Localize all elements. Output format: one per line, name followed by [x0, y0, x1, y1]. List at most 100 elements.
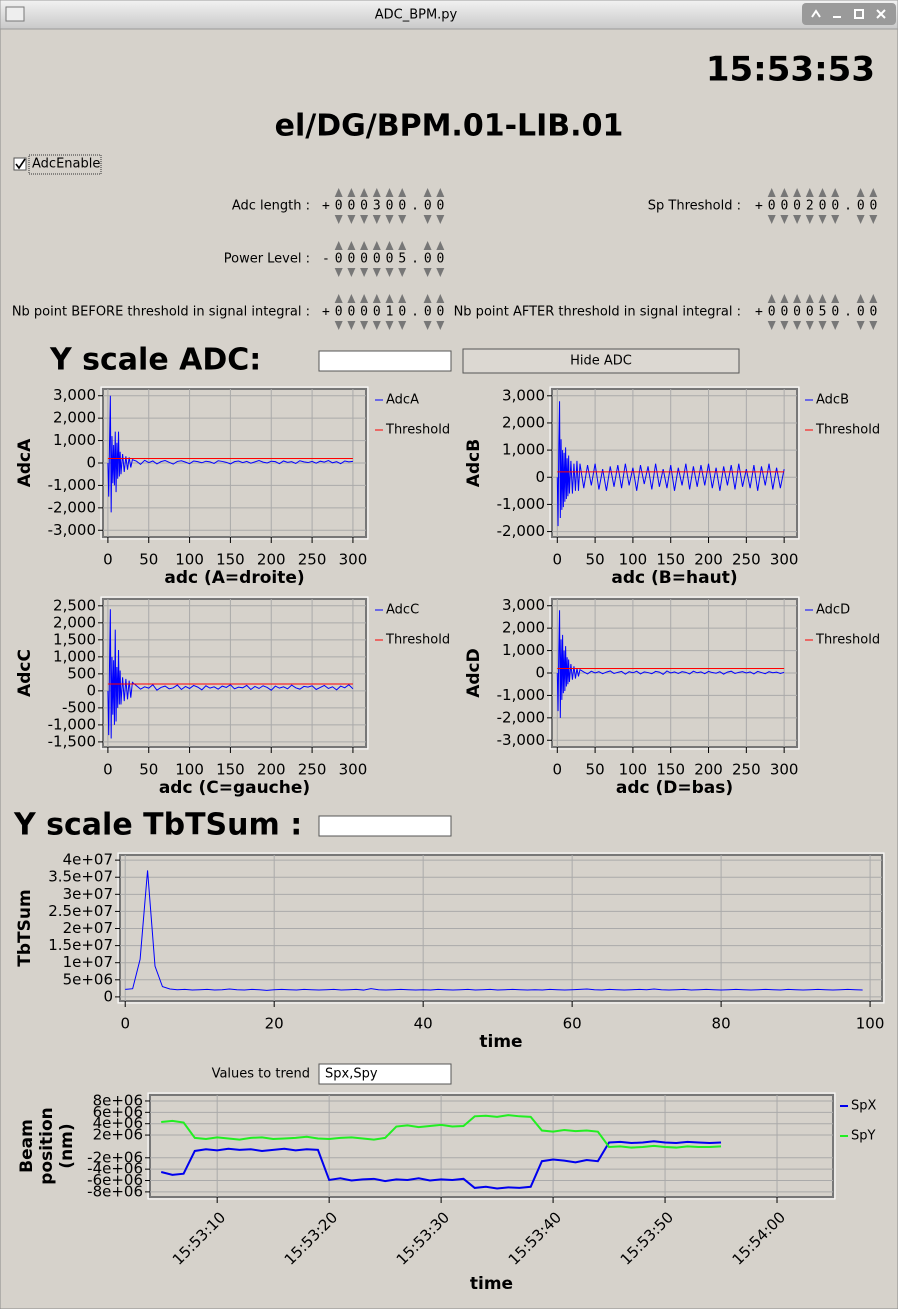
param-value[interactable]: -000005.00	[322, 252, 449, 267]
spin-up[interactable]	[360, 241, 369, 250]
spin-up[interactable]	[347, 241, 356, 250]
spin-down[interactable]	[818, 215, 827, 224]
spin-up[interactable]	[423, 241, 432, 250]
spin-up[interactable]	[398, 188, 407, 197]
spin-down[interactable]	[767, 321, 776, 330]
spin-down[interactable]	[372, 321, 381, 330]
spin-down[interactable]	[398, 215, 407, 224]
spin-down[interactable]	[767, 215, 776, 224]
checkbox-label[interactable]: AdcEnable	[32, 157, 100, 172]
spin-down[interactable]	[818, 321, 827, 330]
spin-up[interactable]	[780, 188, 789, 197]
spin-down[interactable]	[831, 215, 840, 224]
spin-up[interactable]	[385, 241, 394, 250]
spin-up[interactable]	[856, 188, 865, 197]
spin-down[interactable]	[869, 215, 878, 224]
spin-up[interactable]	[423, 188, 432, 197]
spin-down[interactable]	[793, 215, 802, 224]
spin-up[interactable]	[372, 241, 381, 250]
spin-down[interactable]	[372, 268, 381, 277]
spin-down[interactable]	[398, 321, 407, 330]
spin-down[interactable]	[423, 268, 432, 277]
spin-down[interactable]	[856, 321, 865, 330]
param-value[interactable]: +000010.00	[322, 305, 449, 320]
spin-down[interactable]	[436, 268, 445, 277]
spin-down[interactable]	[436, 321, 445, 330]
spin-down[interactable]	[347, 321, 356, 330]
spin-down[interactable]	[780, 215, 789, 224]
spin-up[interactable]	[334, 294, 343, 303]
trend-input-value[interactable]: Spx,Spy	[325, 1067, 378, 1082]
spin-up[interactable]	[436, 188, 445, 197]
spin-up[interactable]	[767, 188, 776, 197]
spin-up[interactable]	[856, 294, 865, 303]
spin-down[interactable]	[805, 215, 814, 224]
spin-up[interactable]	[398, 241, 407, 250]
spin-up[interactable]	[436, 294, 445, 303]
spin-up[interactable]	[347, 294, 356, 303]
spin-up[interactable]	[372, 294, 381, 303]
spin-up[interactable]	[805, 188, 814, 197]
spin-down[interactable]	[436, 215, 445, 224]
spin-down[interactable]	[372, 215, 381, 224]
spin-up[interactable]	[360, 188, 369, 197]
spin-down[interactable]	[831, 321, 840, 330]
spin-down[interactable]	[347, 268, 356, 277]
hide-adc-label[interactable]: Hide ADC	[570, 354, 632, 369]
spin-down[interactable]	[423, 215, 432, 224]
spin-up[interactable]	[869, 294, 878, 303]
spin-up[interactable]	[869, 188, 878, 197]
spin-up[interactable]	[780, 294, 789, 303]
spin-up[interactable]	[372, 188, 381, 197]
spin-up[interactable]	[818, 294, 827, 303]
maximize-button[interactable]	[854, 9, 864, 19]
spin-up[interactable]	[385, 188, 394, 197]
spin-up[interactable]	[385, 294, 394, 303]
trend-input[interactable]	[318, 1063, 452, 1085]
spin-down[interactable]	[869, 321, 878, 330]
spin-down[interactable]	[385, 268, 394, 277]
x-tick-label: 250	[732, 761, 761, 779]
spin-down[interactable]	[385, 215, 394, 224]
y-tick-label: 2,000	[502, 413, 545, 431]
spin-down[interactable]	[385, 321, 394, 330]
tbtsum-scale-input[interactable]	[318, 815, 452, 837]
param-value[interactable]: +000050.00	[755, 305, 882, 320]
spin-down[interactable]	[360, 321, 369, 330]
y-tick-label: 0	[86, 681, 96, 699]
shade-button[interactable]	[811, 9, 821, 18]
spin-down[interactable]	[360, 215, 369, 224]
hide-adc-button[interactable]	[462, 348, 740, 374]
spin-up[interactable]	[360, 294, 369, 303]
param-value[interactable]: +000300.00	[322, 199, 449, 214]
spin-up[interactable]	[334, 188, 343, 197]
spin-down[interactable]	[805, 321, 814, 330]
spin-down[interactable]	[347, 215, 356, 224]
spin-down[interactable]	[793, 321, 802, 330]
spin-up[interactable]	[831, 294, 840, 303]
spin-up[interactable]	[793, 188, 802, 197]
spin-up[interactable]	[436, 241, 445, 250]
adc-scale-input[interactable]	[318, 350, 452, 372]
spin-down[interactable]	[334, 268, 343, 277]
spin-down[interactable]	[856, 215, 865, 224]
spin-up[interactable]	[767, 294, 776, 303]
spin-up[interactable]	[334, 241, 343, 250]
spin-up[interactable]	[423, 294, 432, 303]
spin-down[interactable]	[360, 268, 369, 277]
spin-up[interactable]	[818, 188, 827, 197]
close-button[interactable]	[876, 9, 886, 19]
spin-up[interactable]	[831, 188, 840, 197]
spin-up[interactable]	[347, 188, 356, 197]
spin-down[interactable]	[398, 268, 407, 277]
spin-up[interactable]	[398, 294, 407, 303]
spin-down[interactable]	[423, 321, 432, 330]
spin-down[interactable]	[334, 215, 343, 224]
spin-up[interactable]	[793, 294, 802, 303]
window-menu-icon[interactable]	[5, 6, 25, 22]
spin-down[interactable]	[334, 321, 343, 330]
spin-down[interactable]	[780, 321, 789, 330]
spin-up[interactable]	[805, 294, 814, 303]
param-value[interactable]: +000200.00	[755, 199, 882, 214]
